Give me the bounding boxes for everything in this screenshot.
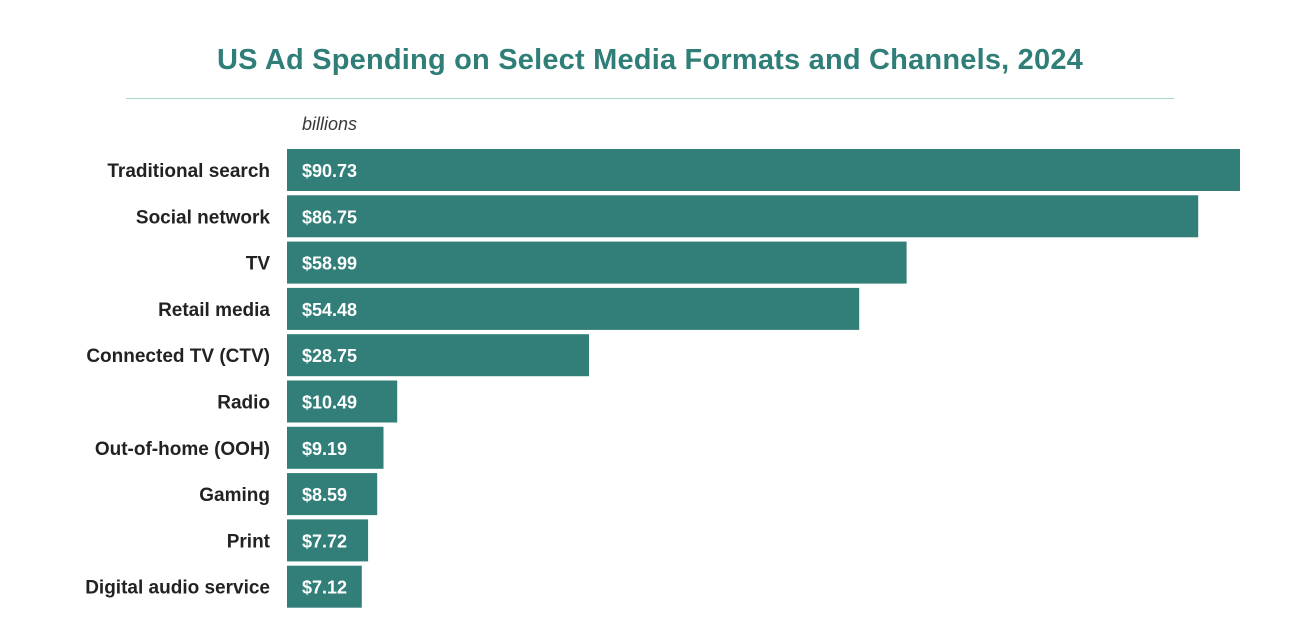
category-label: Social network [136,207,271,228]
category-label: Digital audio service [85,578,270,599]
value-label: $9.19 [302,439,347,459]
bar-4 [287,334,589,377]
value-label: $8.59 [302,485,347,505]
bar-7 [287,473,378,516]
category-label: Gaming [199,485,270,506]
category-label: Radio [217,393,270,414]
value-label: $10.49 [302,393,357,413]
bar-2 [287,241,907,284]
bar-8 [287,519,369,562]
value-label: $28.75 [302,346,357,366]
value-label: $7.12 [302,578,347,598]
value-label: $54.48 [302,300,357,320]
category-label: Out-of-home (OOH) [95,439,270,460]
value-label: $7.72 [302,531,347,551]
value-label: $58.99 [302,254,357,274]
category-label: Retail media [158,300,270,321]
category-label: TV [246,254,271,275]
bar-6 [287,426,384,469]
category-label: Traditional search [107,161,270,182]
bar-0 [287,149,1240,191]
category-label: Print [227,531,271,552]
bar-5 [287,380,398,423]
bar-3 [287,287,860,330]
value-label: $90.73 [302,161,357,181]
unit-label: billions [302,114,358,134]
value-label: $86.75 [302,207,357,227]
category-label: Connected TV (CTV) [86,346,270,367]
title-divider [126,98,1174,99]
chart-title: US Ad Spending on Select Media Formats a… [216,44,1083,76]
bar-1 [287,195,1199,238]
bar-9 [287,565,362,608]
